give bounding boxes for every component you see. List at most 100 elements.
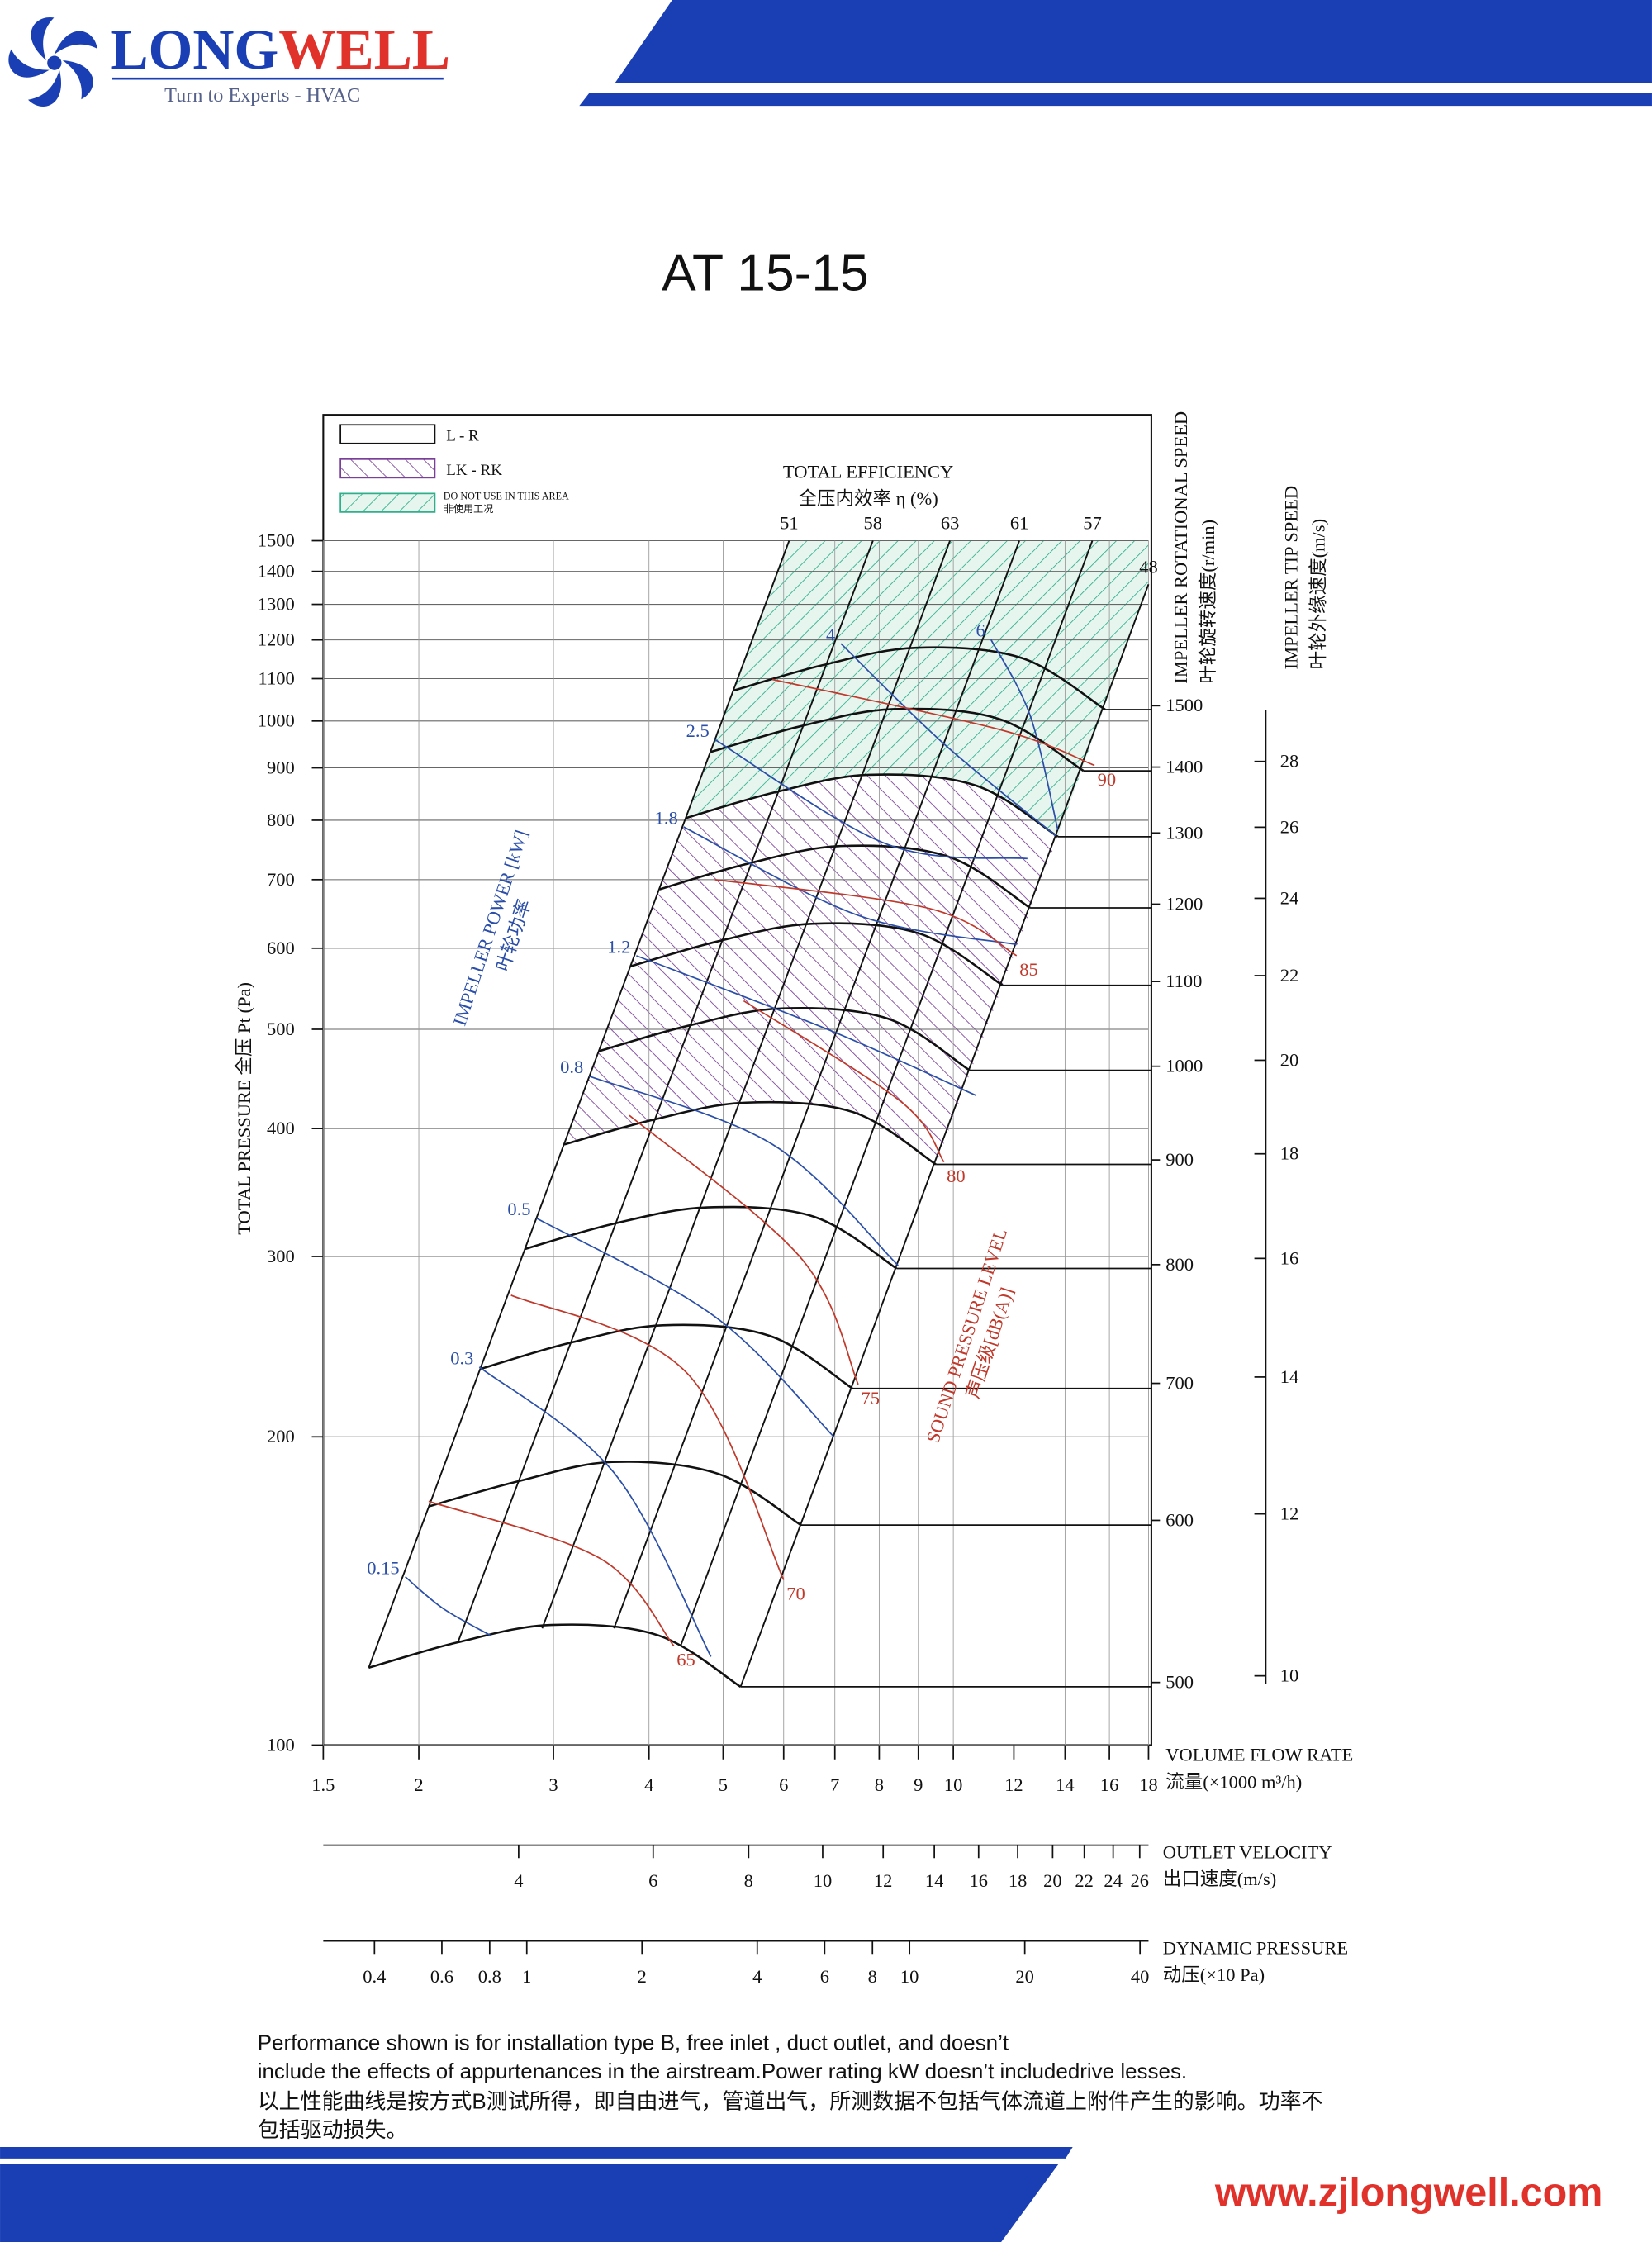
x-tick-label: 2 — [414, 1774, 423, 1795]
aux-tick-label: 8 — [868, 1966, 877, 1987]
aux-axis-title: 动压(×10 Pa) — [1163, 1964, 1265, 1985]
x-tick-label: 1.5 — [311, 1774, 335, 1795]
speed-tick-label: 600 — [1165, 1509, 1194, 1530]
chart-title: AT 15-15 — [662, 245, 869, 302]
note-line: 包括驱动损失。 — [258, 2117, 408, 2142]
y-axis-title: TOTAL PRESSURE 全压 Pt (Pa) — [234, 982, 254, 1235]
efficiency-label: 48 — [1139, 556, 1158, 577]
efficiency-line — [368, 540, 790, 1669]
sound-curve — [771, 678, 1095, 767]
header-stripe — [579, 93, 1652, 107]
aux-axis-title: DYNAMIC PRESSURE — [1163, 1937, 1348, 1958]
aux-tick-label: 10 — [900, 1966, 919, 1987]
aux-tick-label: 12 — [874, 1870, 892, 1891]
legend-label: 非使用工况 — [444, 502, 494, 515]
power-curve — [536, 1217, 835, 1437]
y-tick-label: 800 — [267, 810, 295, 830]
speed-curve — [524, 1205, 898, 1270]
sound-label: 65 — [676, 1650, 695, 1670]
efficiency-label: 61 — [1010, 513, 1029, 534]
efficiency-line — [613, 540, 1020, 1629]
efficiency-label: 57 — [1083, 513, 1101, 534]
power-curve — [714, 739, 1028, 860]
legend-swatch — [339, 424, 436, 444]
x-tick-label: 9 — [914, 1774, 923, 1795]
efficiency-title: TOTAL EFFICIENCY — [783, 461, 953, 482]
sound-label: 90 — [1098, 769, 1117, 790]
y-tick-label: 200 — [267, 1426, 295, 1446]
speed-curve — [659, 844, 1031, 910]
efficiency-label: 63 — [941, 513, 959, 534]
efficiency-label: 51 — [780, 513, 798, 534]
speed-tick-label: 1300 — [1165, 822, 1203, 843]
aux-tick-label: 8 — [744, 1870, 753, 1891]
aux-tick-label: 4 — [752, 1966, 762, 1987]
power-label: 6 — [976, 620, 985, 641]
sound-curve — [714, 878, 1018, 957]
power-label: 0.15 — [367, 1557, 399, 1578]
sound-curve — [428, 1500, 675, 1646]
power-curve — [990, 639, 1059, 830]
y-tick-label: 1200 — [258, 629, 295, 650]
y-tick-label: 400 — [267, 1118, 295, 1138]
logo-icon — [8, 17, 97, 107]
speed-tick-label: 800 — [1165, 1254, 1194, 1275]
tip-speed-tick-label: 18 — [1280, 1143, 1298, 1164]
power-label: 0.3 — [450, 1347, 473, 1368]
speed-tick-label: 900 — [1165, 1149, 1194, 1170]
y-tick-label: 100 — [267, 1734, 295, 1755]
note-line: include the effects of appurtenances in … — [258, 2059, 1187, 2083]
x-tick-label: 12 — [1004, 1774, 1023, 1795]
x-tick-label: 4 — [644, 1774, 653, 1795]
x-tick-label: 16 — [1100, 1774, 1119, 1795]
efficiency-line — [541, 540, 951, 1629]
aux-tick-label: 20 — [1043, 1870, 1062, 1891]
aux-tick-label: 16 — [970, 1870, 989, 1891]
power-label: 0.8 — [560, 1057, 583, 1077]
sound-curve — [743, 1000, 945, 1163]
speed-tick-label: 500 — [1165, 1672, 1194, 1693]
tip-speed-tick-label: 20 — [1280, 1049, 1298, 1070]
speed-curve — [733, 646, 1106, 711]
logo-part: LONG — [110, 17, 278, 81]
website: www.zjlongwell.com — [1214, 2170, 1602, 2215]
chart: 100 200 300 400 500 600 700 800 900 1000 1100 1200 1… — [234, 411, 1353, 1987]
header-band — [615, 0, 1652, 83]
tip-speed-tick-label: 14 — [1280, 1366, 1298, 1387]
x-tick-label: 7 — [830, 1774, 839, 1795]
tip-speed-tick-label: 12 — [1280, 1503, 1298, 1524]
aux-tick-label: 24 — [1104, 1870, 1123, 1891]
speed-curve — [710, 707, 1085, 772]
speed-curve — [629, 922, 1004, 986]
note-line: 以上性能曲线是按方式B测试所得，即自由进气，管道出气，所测数据不包括气体流道上附… — [258, 2088, 1323, 2113]
y-tick-label: 900 — [267, 757, 295, 777]
speed-tick-label: 1000 — [1165, 1056, 1203, 1076]
power-label: 2.5 — [686, 720, 710, 741]
efficiency-line — [680, 540, 1094, 1646]
speed-curve — [598, 1007, 971, 1071]
y-tick-label: 1100 — [259, 667, 295, 688]
efficiency-line — [739, 583, 1150, 1688]
tip-speed-axis-title: 叶轮外缘速度(m/s) — [1308, 519, 1328, 670]
sound-label: 70 — [786, 1584, 805, 1604]
footer-band — [0, 2164, 1059, 2242]
power-curve — [636, 955, 976, 1096]
x-axis-title: 流量(×1000 m³/h) — [1165, 1771, 1302, 1792]
legend-swatch — [339, 492, 436, 513]
sound-label: 85 — [1019, 959, 1037, 980]
efficiency-title: 全压内效率 η (%) — [798, 488, 938, 509]
speed-curve — [428, 1461, 802, 1527]
tagline: Turn to Experts - HVAC — [164, 84, 360, 107]
aux-tick-label: 40 — [1131, 1966, 1149, 1987]
aux-tick-label: 0.8 — [478, 1966, 501, 1987]
tip-speed-tick-label: 28 — [1280, 751, 1298, 772]
x-tick-label: 5 — [719, 1774, 728, 1795]
speed-tick-label: 1200 — [1165, 893, 1203, 914]
power-curve — [683, 826, 1017, 946]
efficiency-label: 58 — [864, 513, 883, 534]
aux-tick-label: 2 — [638, 1966, 647, 1987]
aux-tick-label: 6 — [648, 1870, 657, 1891]
tip-speed-tick-label: 26 — [1280, 816, 1298, 837]
aux-tick-label: 20 — [1015, 1966, 1034, 1987]
y-tick-label: 1000 — [258, 710, 295, 731]
